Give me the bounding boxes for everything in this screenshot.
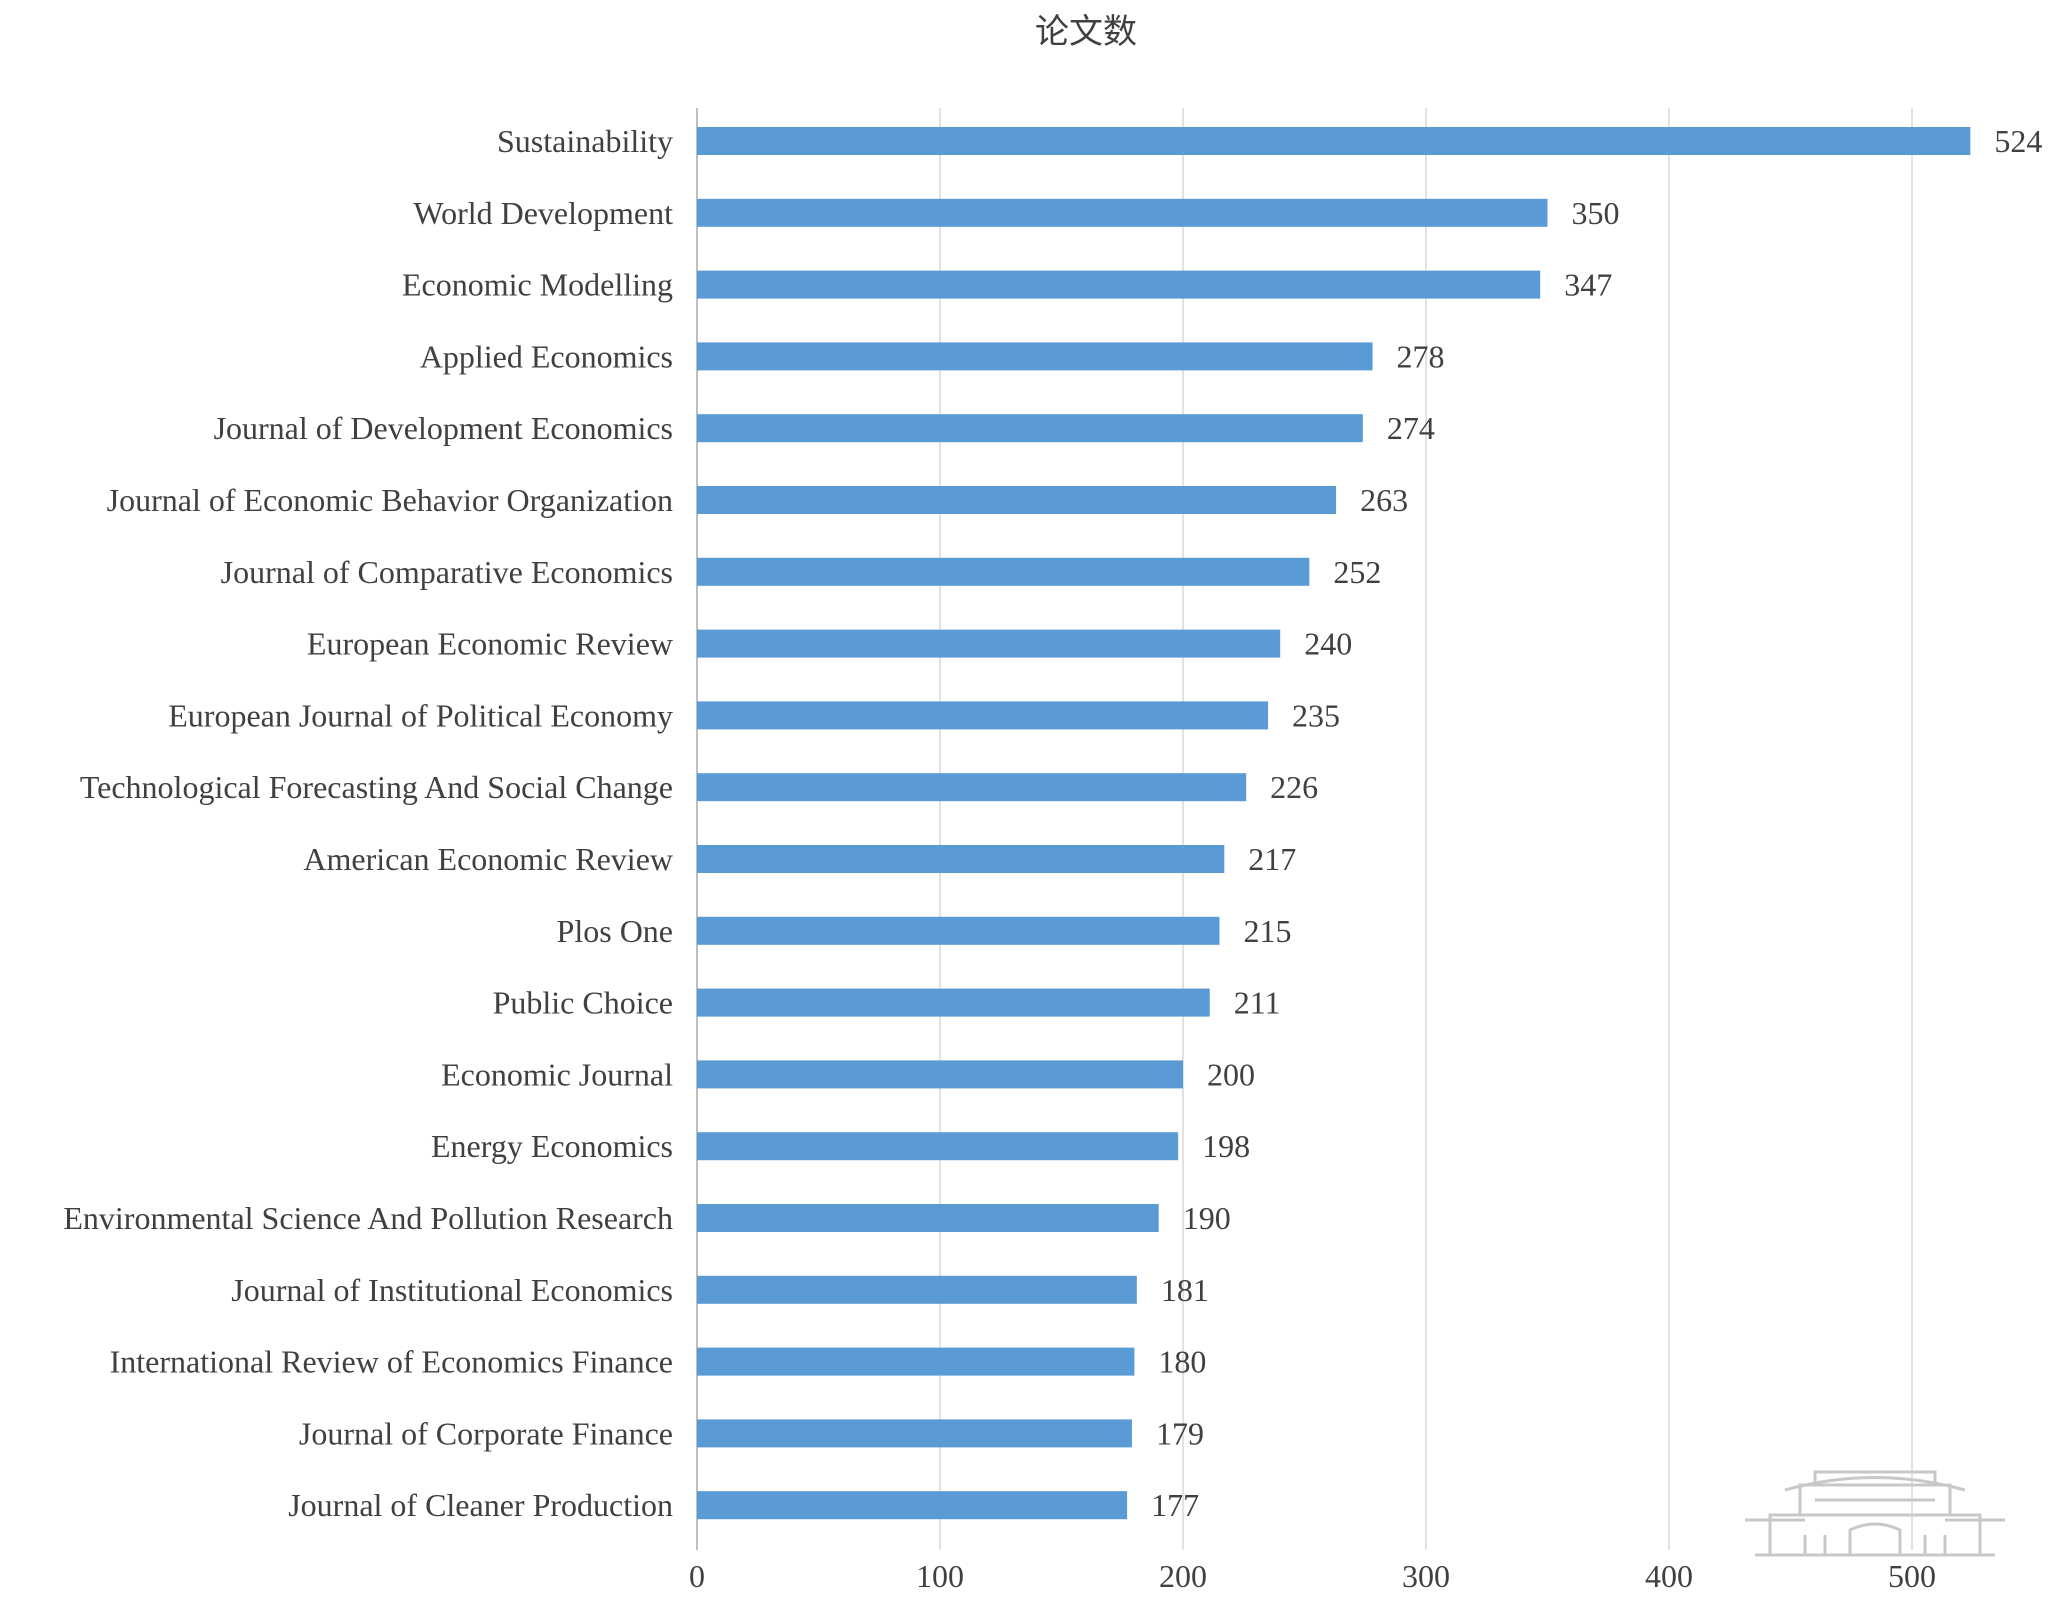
data-label: 274 [1387,410,1435,446]
category-label: Technological Forecasting And Social Cha… [80,769,673,805]
data-label: 263 [1360,482,1408,518]
bar [697,629,1281,658]
x-tick-label: 400 [1645,1558,1693,1594]
gridlines [696,108,1913,1550]
bar [697,198,1548,227]
data-label: 235 [1292,697,1340,733]
bar [697,845,1225,873]
bar [697,1347,1135,1376]
category-label: Sustainability [497,123,673,159]
data-label: 211 [1234,985,1281,1021]
data-label: 226 [1270,769,1318,805]
category-label: Journal of Comparative Economics [221,554,673,590]
category-label: International Review of Economics Financ… [110,1344,673,1380]
bar [697,701,1269,730]
category-label: Applied Economics [420,338,673,374]
data-label: 215 [1243,913,1291,949]
data-label: 179 [1156,1415,1204,1451]
x-tick-labels: 0 100 200 300 400 500 [689,1558,1936,1594]
data-label: 217 [1248,841,1296,877]
bar [697,1275,1137,1304]
data-label: 200 [1207,1056,1255,1092]
data-label: 198 [1202,1128,1250,1164]
bar [697,916,1220,945]
bar [697,1419,1132,1448]
bar [697,486,1337,514]
data-label: 347 [1564,267,1612,303]
value-labels: 524 350 347 278 274 263 252 240 235 226 217 215 211 2… [1151,123,2042,1523]
data-label: 180 [1158,1344,1206,1380]
category-label: European Journal of Political Economy [168,697,673,733]
category-label: European Economic Review [307,626,673,662]
data-label: 240 [1304,626,1352,662]
chart-title: 论文数 [1035,13,1137,51]
category-label: Journal of Development Economics [214,410,673,446]
bar [697,342,1373,371]
bar [697,1060,1183,1089]
data-label: 524 [1994,123,2042,159]
category-label: Plos One [557,913,673,949]
category-label: World Development [413,195,673,231]
x-tick-label: 100 [916,1558,964,1594]
x-tick-label: 500 [1888,1558,1936,1594]
x-tick-label: 0 [689,1558,705,1594]
bar [697,127,1971,155]
category-label: Journal of Economic Behavior Organizatio… [107,482,673,518]
bars [697,127,1971,1520]
x-tick-label: 300 [1402,1558,1450,1594]
bar [697,988,1210,1017]
data-label: 252 [1333,554,1381,590]
category-labels: Sustainability World Development Economic … [63,123,673,1523]
category-label: American Economic Review [303,841,673,877]
bar [697,557,1310,586]
category-label: Journal of Institutional Economics [231,1272,673,1308]
category-label: Economic Journal [441,1056,673,1092]
x-tick-label: 200 [1159,1558,1207,1594]
data-label: 181 [1161,1272,1209,1308]
category-label: Economic Modelling [402,267,673,303]
category-label: Energy Economics [431,1128,673,1164]
category-label: Public Choice [493,985,673,1021]
bar [697,270,1541,299]
category-label: Environmental Science And Pollution Rese… [63,1200,673,1236]
bar [697,1132,1179,1161]
bar [697,773,1247,802]
data-label: 177 [1151,1487,1199,1523]
building-watermark-icon [1745,1470,2005,1557]
data-label: 350 [1572,195,1620,231]
data-label: 190 [1183,1200,1231,1236]
category-label: Journal of Corporate Finance [299,1415,673,1451]
bar [697,1204,1159,1232]
category-label: Journal of Cleaner Production [288,1487,673,1523]
bar [697,1491,1128,1520]
bar [697,414,1363,443]
data-label: 278 [1397,338,1445,374]
